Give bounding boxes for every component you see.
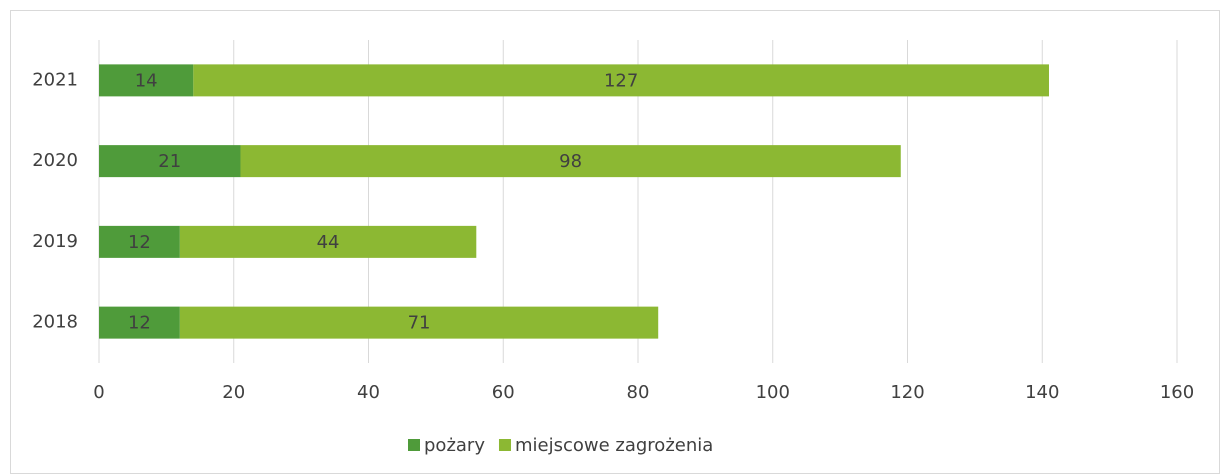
y-tick-label: 2021 bbox=[32, 69, 78, 90]
legend-label: pożary bbox=[424, 435, 485, 456]
data-label: 127 bbox=[604, 70, 638, 91]
bar-segment bbox=[179, 225, 477, 258]
data-label: 14 bbox=[135, 70, 158, 91]
x-tick-label: 0 bbox=[93, 382, 104, 403]
data-label: 12 bbox=[128, 232, 151, 253]
y-tick-label: 2020 bbox=[32, 150, 78, 171]
legend-label: miejscowe zagrożenia bbox=[515, 435, 713, 456]
bar-segment bbox=[99, 145, 241, 178]
data-label: 44 bbox=[317, 232, 340, 253]
legend-swatch bbox=[498, 439, 511, 451]
data-label: 12 bbox=[128, 313, 151, 334]
bar-segment bbox=[240, 145, 901, 178]
x-tick-label: 20 bbox=[222, 382, 245, 403]
x-tick-label: 80 bbox=[627, 382, 650, 403]
data-label: 98 bbox=[559, 151, 582, 172]
x-tick-label: 120 bbox=[890, 382, 924, 403]
y-tick-label: 2019 bbox=[32, 231, 78, 252]
x-tick-label: 100 bbox=[756, 382, 790, 403]
legend-swatch bbox=[408, 439, 420, 451]
y-tick-label: 2018 bbox=[32, 312, 78, 333]
x-tick-label: 140 bbox=[1025, 382, 1059, 403]
bar-segment bbox=[99, 306, 180, 339]
x-tick-label: 160 bbox=[1160, 382, 1194, 403]
data-label: 21 bbox=[158, 151, 181, 172]
data-label: 71 bbox=[408, 313, 431, 334]
bar-segment bbox=[193, 64, 1049, 97]
bar-segment bbox=[99, 225, 180, 258]
x-tick-label: 40 bbox=[357, 382, 380, 403]
x-tick-label: 60 bbox=[492, 382, 515, 403]
bar-segment bbox=[179, 306, 659, 339]
bar-segment bbox=[99, 64, 194, 97]
